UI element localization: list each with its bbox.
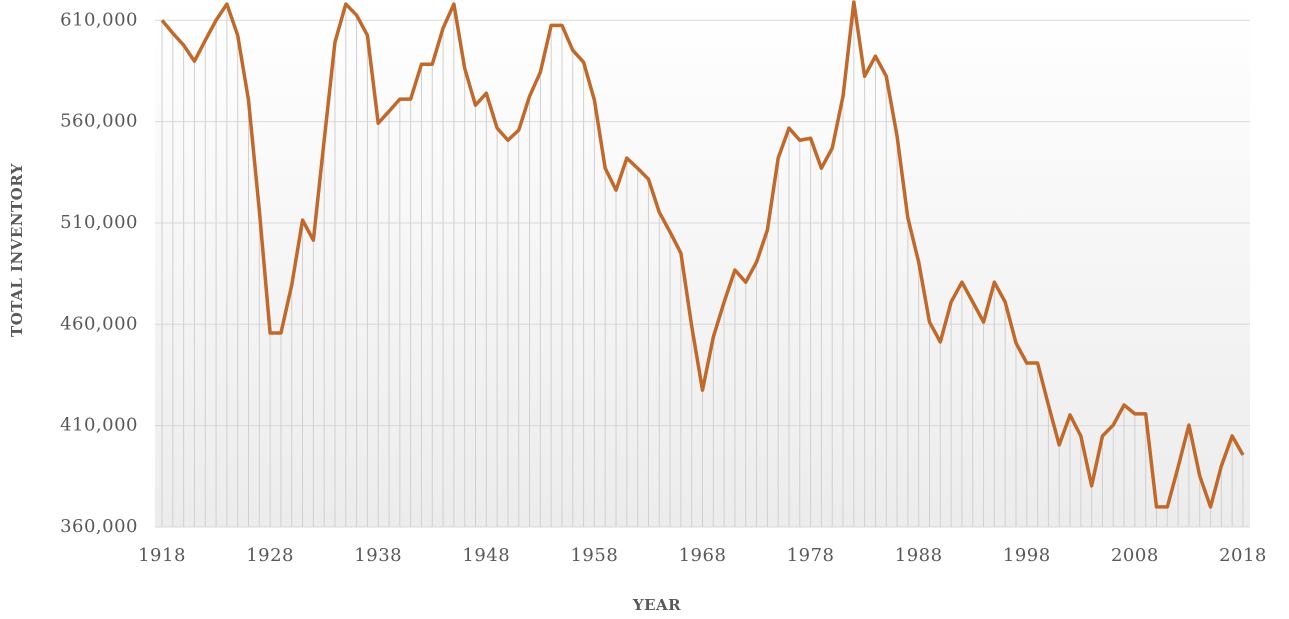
x-tick-label: 1938 [354,545,402,566]
data-line [160,0,1245,509]
y-tick-label: 560,000 [60,111,138,132]
y-tick-label: 360,000 [60,516,138,537]
y-tick-label: 610,000 [60,9,138,30]
y-tick-label: 510,000 [60,212,138,233]
x-tick-label: 2018 [1219,545,1267,566]
x-axis-label: YEAR [632,596,681,614]
x-tick-label: 1988 [895,545,943,566]
y-tick-label: 460,000 [60,313,138,334]
x-tick-label: 1918 [138,545,186,566]
y-tick-label: 410,000 [60,415,138,436]
x-tick-label: 2008 [1111,545,1159,566]
y-axis-label: TOTAL INVENTORY [8,163,26,337]
x-tick-label: 1958 [570,545,618,566]
x-tick-label: 1968 [679,545,727,566]
x-tick-label: 1928 [246,545,294,566]
x-tick-label: 1998 [1003,545,1051,566]
x-tick-label: 1978 [787,545,835,566]
x-tick-label: 1948 [462,545,510,566]
